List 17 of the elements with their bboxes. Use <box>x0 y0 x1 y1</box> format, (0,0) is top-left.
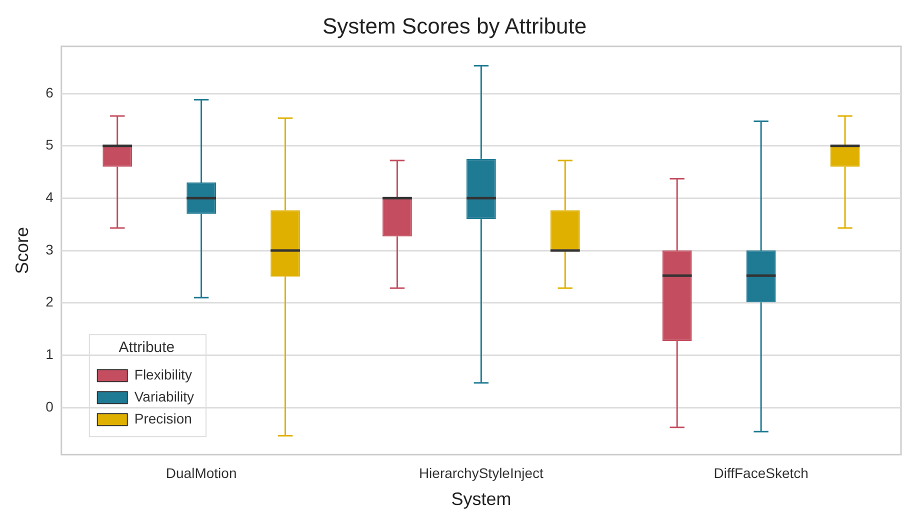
y-tick-label: 1 <box>46 346 54 362</box>
y-tick-label: 4 <box>46 189 54 206</box>
y-tick-label: 3 <box>46 241 54 258</box>
legend-label: Flexibility <box>134 366 192 382</box>
y-tick-label: 0 <box>46 398 54 414</box>
y-tick-label: 5 <box>46 136 54 153</box>
x-tick-label: HierarchyStyleInject <box>418 464 544 481</box>
y-axis-title: Score <box>12 226 32 274</box>
chart-title: System Scores by Attribute <box>322 13 587 38</box>
legend-label: Variability <box>134 388 194 404</box>
x-tick-label: DiffFaceSketch <box>714 464 808 481</box>
legend-title: Attribute <box>118 339 175 356</box>
y-tick-label: 6 <box>46 84 54 100</box>
legend-label: Precision <box>134 410 192 426</box>
x-axis-title: System <box>451 489 512 510</box>
y-tick-label: 2 <box>46 294 54 310</box>
x-tick-label: DualMotion <box>166 464 237 481</box>
